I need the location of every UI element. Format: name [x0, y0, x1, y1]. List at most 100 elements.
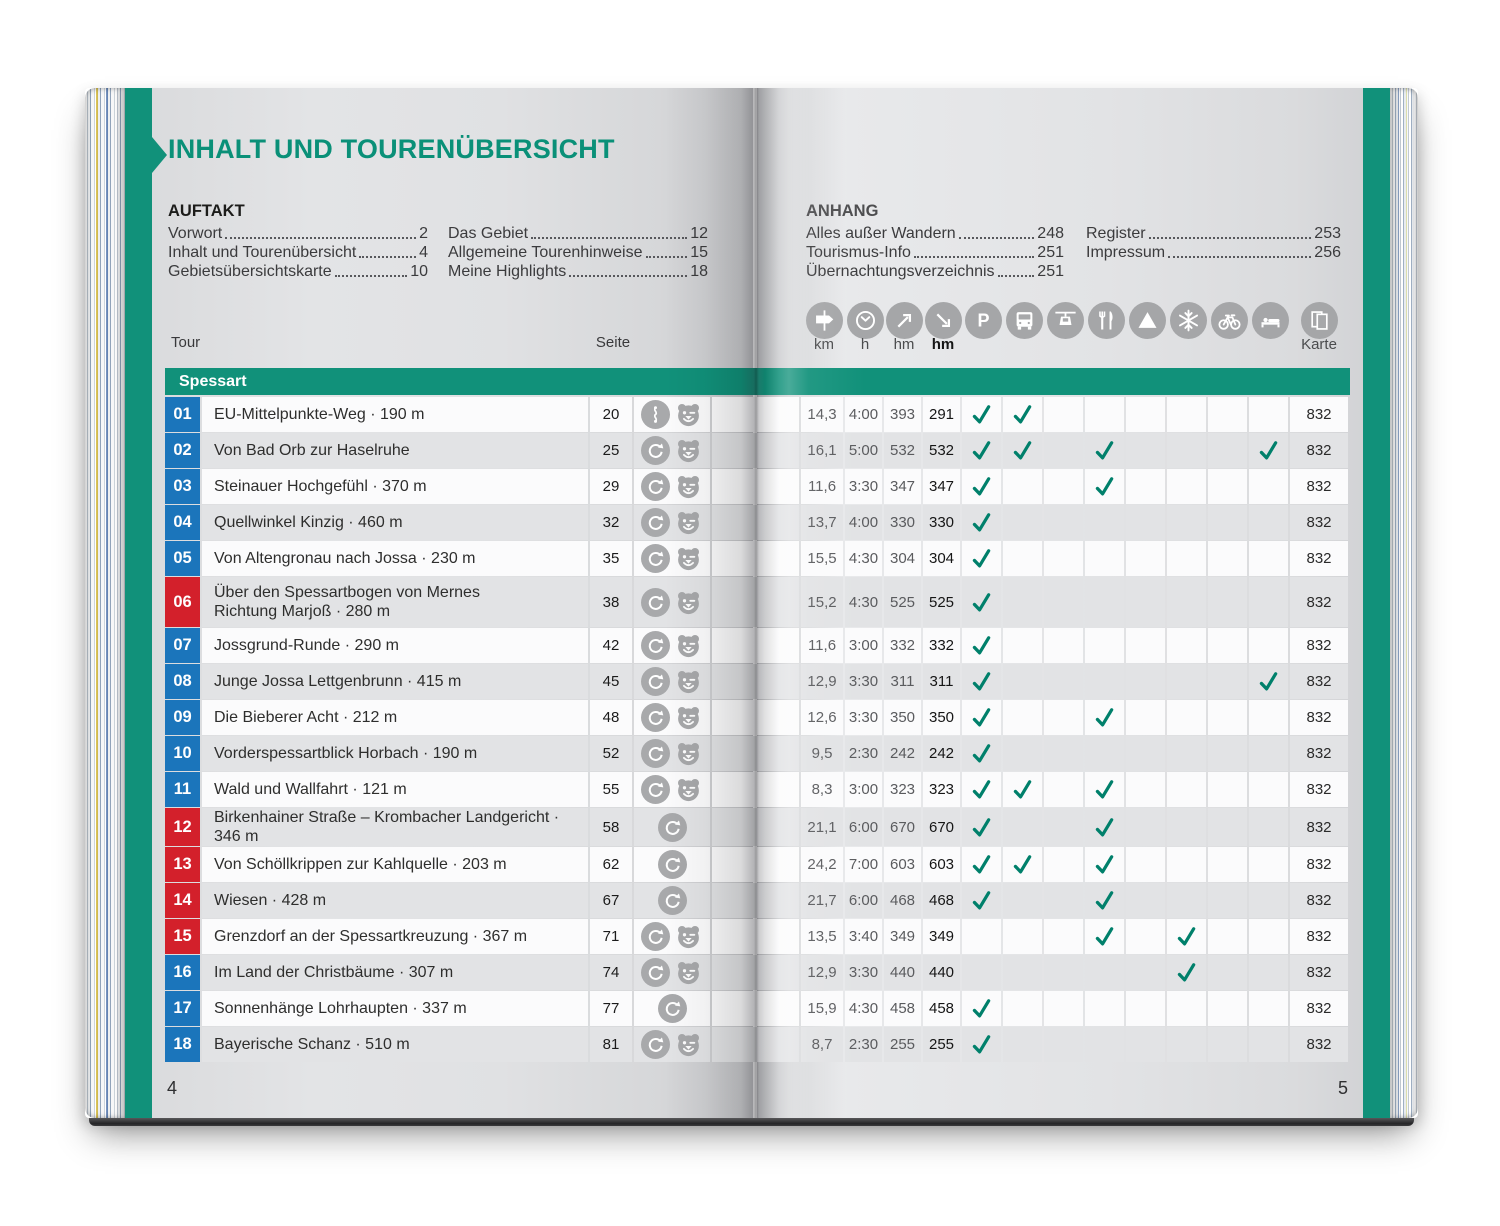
bed-check-cell — [1249, 577, 1288, 627]
gutter-spacer-cell — [712, 808, 799, 846]
legend-label-km: km — [814, 336, 834, 353]
check-icon — [1093, 925, 1116, 948]
check-icon — [970, 997, 993, 1020]
cablecar-check-cell — [1044, 919, 1083, 954]
loop-route-icon — [657, 850, 687, 879]
bear-icon — [674, 544, 703, 573]
descent-value: 347 — [923, 469, 960, 504]
right-accent-bar — [1363, 88, 1390, 1118]
tour-attribute-icons — [634, 469, 710, 504]
descent-icon — [924, 302, 962, 339]
tour-number-badge: 03 — [165, 469, 200, 504]
km-value: 12,9 — [801, 955, 843, 990]
tour-attribute-icons — [634, 577, 710, 627]
toc-entry-label: Register — [1086, 225, 1146, 242]
legend-label-hm_up: hm — [893, 336, 915, 353]
bike-check-cell — [1208, 700, 1247, 735]
legend-label-hm_down: hm — [931, 336, 955, 353]
bear-icon — [674, 508, 703, 537]
toc-entry-label: Übernachtungsverzeichnis — [806, 263, 995, 280]
bike-check-cell — [1208, 883, 1247, 918]
toc-entry-label: Impressum — [1086, 244, 1166, 261]
cablecar-check-cell — [1044, 469, 1083, 504]
toc-entry-label: Inhalt und Tourenübersicht — [168, 244, 357, 261]
ascent-value: 347 — [884, 469, 921, 504]
toc-entry: Tourismus-Info 251 — [806, 243, 1064, 262]
km-value: 15,5 — [801, 541, 843, 576]
summit-check-cell — [1126, 772, 1165, 807]
bear-icon — [674, 1030, 703, 1059]
parking-check-cell — [962, 505, 1001, 540]
bike-check-cell — [1208, 955, 1247, 990]
gutter-spacer-cell — [712, 505, 799, 540]
tour-attribute-icons — [634, 883, 710, 918]
gutter-spacer-cell — [712, 397, 799, 432]
toc-entry-label: Alles außer Wandern — [806, 225, 956, 242]
km-value: 15,2 — [801, 577, 843, 627]
tour-number-badge: 04 — [165, 505, 200, 540]
tour-name: Wiesen · 428 m — [202, 883, 588, 918]
bed-check-cell — [1249, 772, 1288, 807]
bus-icon — [1005, 302, 1043, 339]
descent-value: 458 — [923, 991, 960, 1026]
map-number: 832 — [1290, 541, 1348, 576]
restaurant-check-cell — [1085, 883, 1124, 918]
duration-value: 6:00 — [845, 883, 882, 918]
bed-check-cell — [1249, 883, 1288, 918]
tour-number-badge: 07 — [165, 628, 200, 663]
descent-value: 304 — [923, 541, 960, 576]
snowflake-check-cell — [1167, 433, 1206, 468]
gutter-spacer-cell — [712, 847, 799, 882]
toc-entry: Alles außer Wandern 248 — [806, 224, 1064, 243]
loop-route-icon — [657, 812, 687, 842]
check-icon — [1011, 853, 1034, 876]
summit-check-cell — [1126, 664, 1165, 699]
duration-value: 3:30 — [845, 955, 882, 990]
gutter-spacer-cell — [712, 883, 799, 918]
toc-entry-page: 251 — [1037, 263, 1064, 280]
table-row: 10 Vorderspessartblick Horbach · 190 m 52 9… — [165, 736, 1350, 771]
cablecar-check-cell — [1044, 628, 1083, 663]
map-number: 832 — [1290, 433, 1348, 468]
toc-entry: Das Gebiet 12 — [448, 224, 708, 243]
bus-check-cell — [1003, 847, 1042, 882]
descent-value: 468 — [923, 883, 960, 918]
toc-dot-leader — [958, 237, 1035, 239]
toc-entry-page: 12 — [690, 225, 708, 242]
tour-name: Sonnenhänge Lohrhaupten · 337 m — [202, 991, 588, 1026]
duration-value: 3:30 — [845, 664, 882, 699]
bear-icon — [674, 631, 703, 660]
ascent-value: 349 — [884, 919, 921, 954]
toc-entry-label: Tourismus-Info — [806, 244, 911, 261]
km-value: 21,1 — [801, 808, 843, 846]
tour-name: Von Bad Orb zur Haselruhe — [202, 433, 588, 468]
restaurant-check-cell — [1085, 847, 1124, 882]
bear-icon — [674, 667, 703, 696]
check-icon — [1093, 853, 1116, 876]
duration-value: 3:00 — [845, 772, 882, 807]
tour-name: Jossgrund-Runde · 290 m — [202, 628, 588, 663]
map-number: 832 — [1290, 808, 1348, 846]
snowflake-check-cell — [1167, 541, 1206, 576]
restaurant-check-cell — [1085, 808, 1124, 846]
bike-check-cell — [1208, 736, 1247, 771]
loop-route-icon — [657, 994, 687, 1023]
restaurant-check-cell — [1085, 772, 1124, 807]
parking-check-cell — [962, 955, 1001, 990]
descent-value: 350 — [923, 700, 960, 735]
right-page-stack-edge — [1390, 88, 1418, 1118]
tour-table: Spessart 01 EU-Mittelpunkte-Weg · 190 m 20… — [165, 368, 1350, 1063]
loop-route-icon — [641, 775, 670, 804]
auftakt-column-2: Das Gebiet 12 Allgemeine Tourenhinweise 15 M… — [448, 224, 708, 281]
cablecar-check-cell — [1044, 772, 1083, 807]
toc-entry-label: Meine Highlights — [448, 263, 567, 280]
tour-rows: 01 EU-Mittelpunkte-Weg · 190 m 20 14,3 4:00 3… — [165, 397, 1350, 1062]
parking-check-cell — [962, 577, 1001, 627]
km-value: 21,7 — [801, 883, 843, 918]
cablecar-check-cell — [1044, 883, 1083, 918]
gutter-spacer-cell — [712, 919, 799, 954]
summit-check-cell — [1126, 883, 1165, 918]
ascent-value: 525 — [884, 577, 921, 627]
region-header: Spessart — [165, 368, 1350, 395]
tour-attribute-icons — [634, 397, 710, 432]
